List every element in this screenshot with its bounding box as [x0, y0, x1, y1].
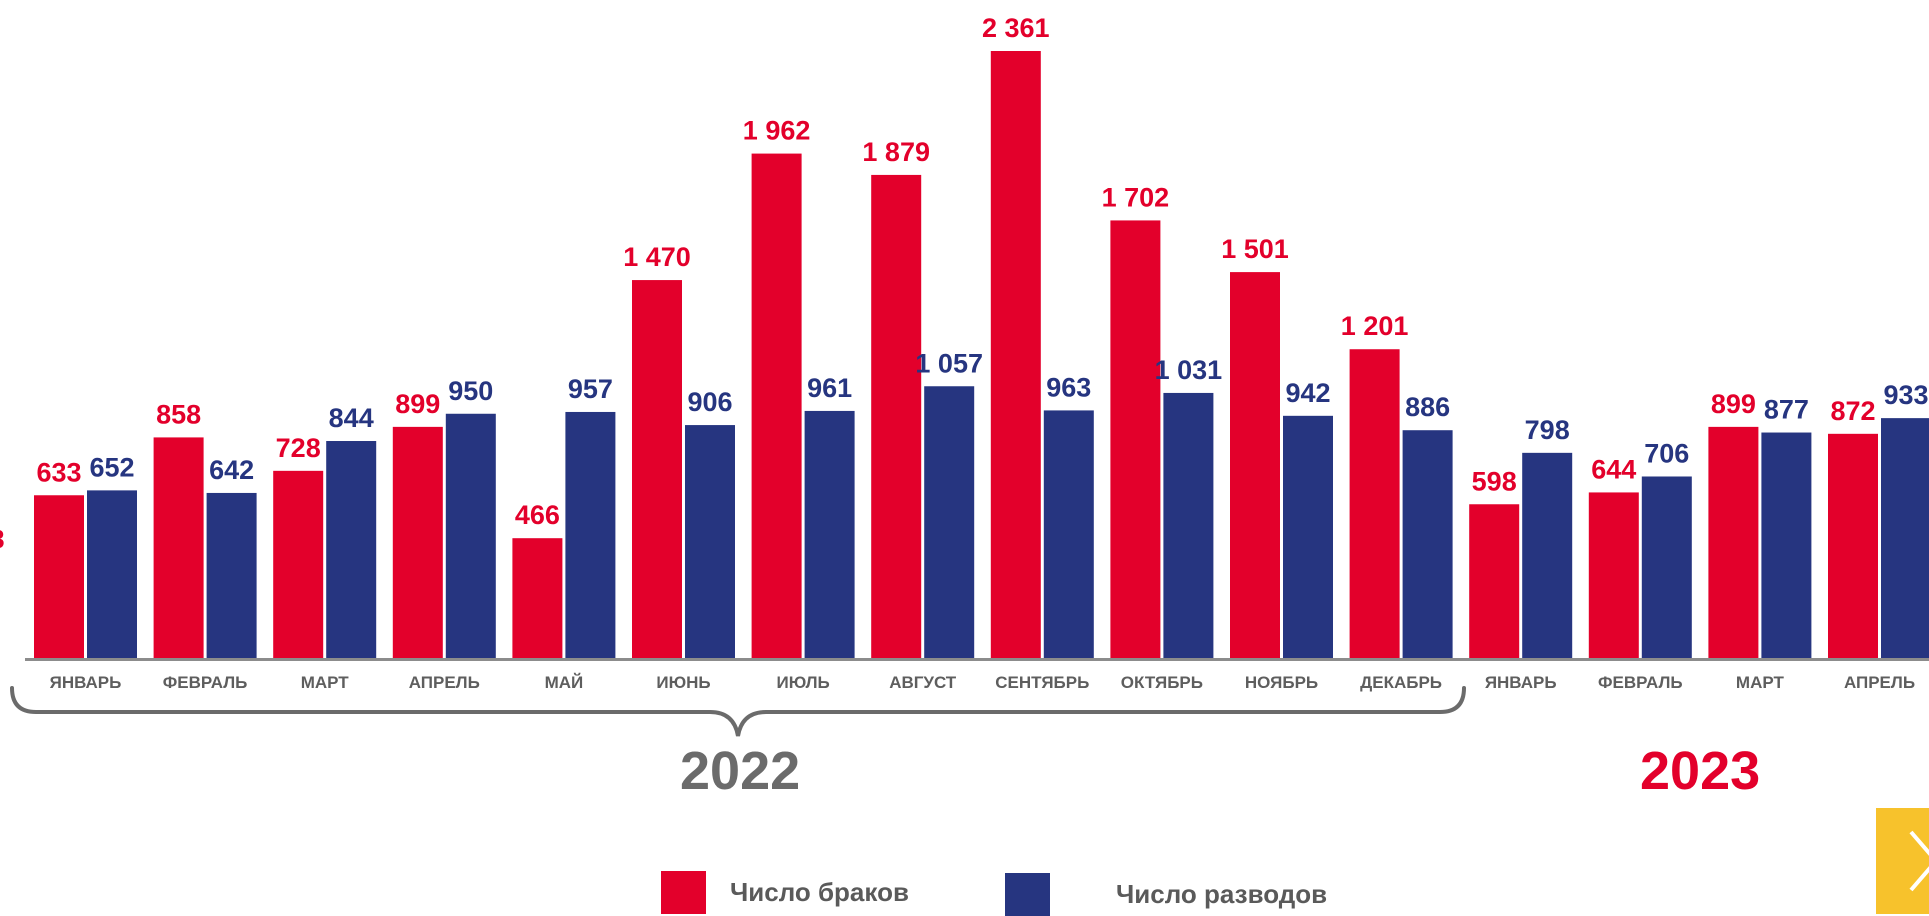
bar-divorces-12	[1522, 452, 1573, 658]
value-label-divorces-13: 706	[1644, 438, 1689, 468]
value-label-divorces-0: 652	[89, 452, 134, 482]
tick-label-5: ИЮНЬ	[656, 673, 710, 692]
tick-label-0: ЯНВАРЬ	[50, 673, 122, 692]
year-2022-brace	[10, 686, 1466, 737]
value-label-marriages-1: 858	[156, 399, 201, 429]
value-label-marriages-4: 466	[515, 500, 560, 530]
tick-label-6: ИЮЛЬ	[776, 673, 829, 692]
bar-marriages-14	[1708, 426, 1759, 658]
value-label-divorces-7: 1 057	[915, 348, 983, 378]
bar-divorces-1	[206, 492, 257, 658]
value-label-marriages-13: 644	[1591, 454, 1636, 484]
bar-marriages-9	[1110, 220, 1161, 659]
tick-label-7: АВГУСТ	[889, 673, 957, 692]
chevron-right-icon	[1909, 830, 1929, 892]
bar-marriages-5	[632, 280, 682, 658]
bars-layer	[34, 51, 1929, 659]
tick-label-8: СЕНТЯБРЬ	[995, 673, 1089, 692]
edge-label-fragment: 8	[0, 524, 4, 554]
value-label-marriages-10: 1 501	[1221, 234, 1289, 264]
value-label-marriages-3: 899	[395, 389, 440, 419]
next-slide-button[interactable]	[1876, 808, 1929, 914]
bar-divorces-0	[87, 490, 137, 658]
tick-label-1: ФЕВРАЛЬ	[163, 673, 248, 692]
value-label-marriages-0: 633	[36, 457, 81, 487]
value-label-divorces-6: 961	[807, 373, 852, 403]
value-label-divorces-3: 950	[448, 376, 493, 406]
bar-marriages-8	[990, 51, 1041, 658]
bar-divorces-11	[1402, 430, 1453, 658]
legend-swatch-marriages	[661, 871, 706, 914]
tick-label-10: НОЯБРЬ	[1245, 673, 1318, 692]
value-label-divorces-14: 877	[1764, 395, 1809, 425]
tick-label-4: МАЙ	[545, 673, 584, 692]
bar-marriages-4	[512, 538, 563, 658]
bar-divorces-13	[1641, 476, 1692, 658]
value-labels-layer: 633 652 858 642 728 844 899 950 466 957 1 470 906 1 …	[36, 13, 1928, 530]
legend-label-marriages: Число браков	[730, 877, 909, 907]
legend-swatch-divorces	[1005, 873, 1050, 916]
tick-label-13: ФЕВРАЛЬ	[1598, 673, 1683, 692]
value-label-divorces-11: 886	[1405, 392, 1450, 422]
bar-divorces-9	[1163, 392, 1214, 658]
value-label-divorces-8: 963	[1046, 372, 1091, 402]
bar-marriages-0	[34, 495, 84, 658]
bar-divorces-5	[685, 425, 735, 658]
value-label-marriages-2: 728	[276, 433, 321, 463]
bar-divorces-3	[445, 413, 496, 658]
bar-divorces-2	[326, 441, 377, 658]
legend-label-divorces: Число разводов	[1116, 879, 1328, 909]
bar-marriages-3	[392, 426, 443, 658]
value-label-divorces-2: 844	[329, 403, 374, 433]
value-label-marriages-11: 1 201	[1341, 311, 1409, 341]
tick-label-9: ОКТЯБРЬ	[1121, 673, 1203, 692]
value-label-divorces-10: 942	[1285, 378, 1330, 408]
bar-divorces-8	[1043, 410, 1094, 658]
tick-label-3: АПРЕЛЬ	[409, 673, 480, 692]
bar-marriages-13	[1588, 492, 1639, 658]
tick-label-2: МАРТ	[301, 673, 350, 692]
tick-label-14: МАРТ	[1736, 673, 1785, 692]
bar-marriages-6	[751, 153, 802, 658]
bar-divorces-15	[1881, 418, 1929, 658]
bar-marriages-12	[1469, 504, 1520, 658]
year-2022-label: 2022	[680, 741, 801, 801]
value-label-marriages-14: 899	[1711, 389, 1756, 419]
value-label-marriages-5: 1 470	[623, 242, 691, 272]
value-label-divorces-12: 798	[1525, 415, 1570, 445]
bar-divorces-14	[1761, 432, 1812, 658]
bar-divorces-10	[1283, 415, 1333, 658]
bar-marriages-1	[153, 437, 204, 658]
bar-marriages-15	[1828, 433, 1878, 658]
bar-marriages-11	[1349, 349, 1400, 658]
value-label-marriages-6: 1 962	[743, 116, 811, 146]
value-label-divorces-15: 933	[1883, 380, 1928, 410]
bar-marriages-10	[1230, 272, 1280, 658]
value-label-divorces-9: 1 031	[1155, 355, 1223, 385]
bar-marriages-7	[871, 174, 922, 658]
value-label-marriages-9: 1 702	[1102, 182, 1170, 212]
value-label-divorces-5: 906	[687, 387, 732, 417]
value-label-marriages-12: 598	[1472, 466, 1517, 496]
value-label-marriages-15: 872	[1830, 396, 1875, 426]
tick-label-15: АПРЕЛЬ	[1844, 673, 1915, 692]
bar-marriages-2	[273, 470, 324, 658]
value-label-divorces-4: 957	[568, 374, 613, 404]
bar-divorces-4	[565, 411, 616, 658]
tick-labels-layer: ЯНВАРЬ ФЕВРАЛЬ МАРТ АПРЕЛЬ МАЙ ИЮНЬ ИЮЛЬ АВГУСТ…	[50, 673, 1915, 692]
year-2023-label: 2023	[1640, 741, 1761, 801]
value-label-marriages-7: 1 879	[862, 137, 930, 167]
tick-label-12: ЯНВАРЬ	[1485, 673, 1557, 692]
bar-divorces-7	[924, 386, 975, 658]
value-label-divorces-1: 642	[209, 455, 254, 485]
bar-divorces-6	[804, 410, 855, 658]
value-label-marriages-8: 2 361	[982, 13, 1050, 43]
tick-label-11: ДЕКАБРЬ	[1360, 673, 1442, 692]
